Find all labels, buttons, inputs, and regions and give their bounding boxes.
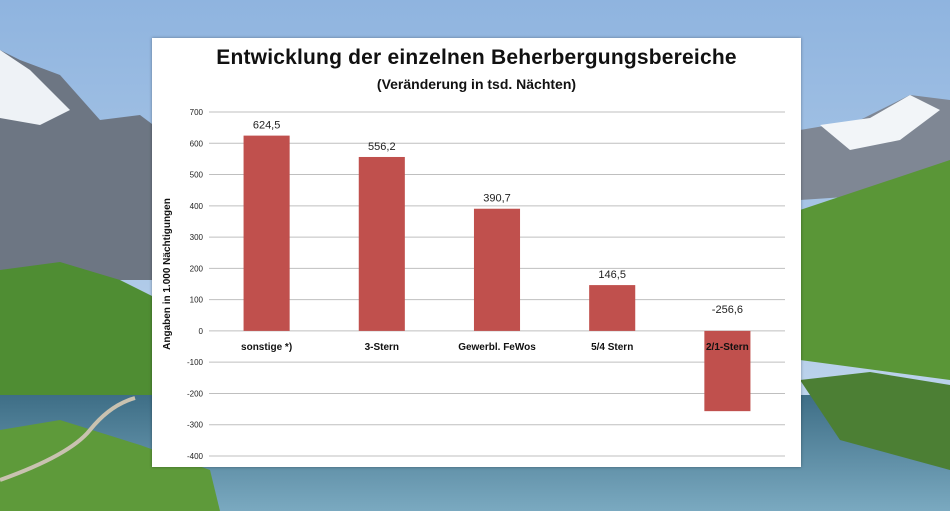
y-tick-label: -100 [187,358,204,367]
category-label: 5/4 Stern [591,342,633,353]
chart-panel: Entwicklung der einzelnen Beherbergungsb… [152,38,801,467]
data-label: 556,2 [368,141,396,153]
bar [243,135,290,331]
data-label: 146,5 [598,269,626,281]
category-label: sonstige *) [241,342,292,353]
category-label: Gewerbl. FeWos [458,342,536,353]
y-tick-label: 700 [190,108,204,117]
y-tick-label: -400 [187,452,204,461]
category-label: 3-Stern [365,342,399,353]
y-tick-label: 500 [190,171,204,180]
y-tick-label: 0 [199,327,204,336]
category-label: 2/1-Stern [706,342,749,353]
bar [704,330,751,412]
chart-title: Entwicklung der einzelnen Beherbergungsb… [216,46,737,69]
bar-chart: 700 600 500 400 300 200 100 0 -100 -200 -300 -400 62… [187,108,785,461]
data-label: -256,6 [712,304,743,316]
y-tick-label: -200 [187,389,204,398]
y-tick-label: 600 [190,139,204,148]
y-tick-label: 300 [190,233,204,242]
chart-subtitle: (Veränderung in tsd. Nächten) [376,76,577,92]
y-tick-label: 100 [190,296,204,305]
bar [473,208,521,331]
y-tick-label: 200 [190,264,204,273]
data-label: 390,7 [483,193,511,205]
bar [589,285,636,331]
data-label: 624,5 [253,120,281,132]
y-tick-label: -300 [187,421,204,430]
y-tick-label: 400 [190,202,204,211]
bar [358,156,405,331]
